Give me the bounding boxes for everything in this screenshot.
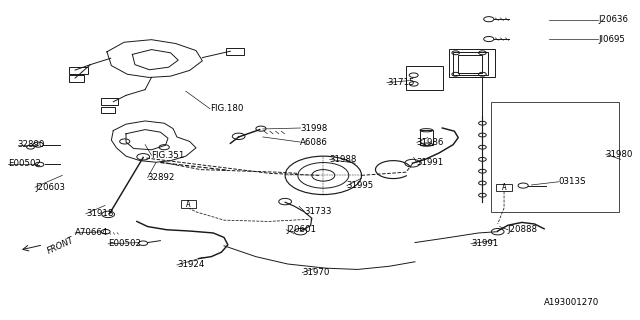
Text: E00502: E00502 xyxy=(108,239,141,248)
Text: J20603: J20603 xyxy=(35,183,65,192)
Text: J20888: J20888 xyxy=(508,225,538,234)
Bar xyxy=(420,130,433,145)
Bar xyxy=(453,52,488,75)
Text: 32890: 32890 xyxy=(18,140,45,149)
Bar xyxy=(68,75,84,82)
Text: FRONT: FRONT xyxy=(46,236,76,256)
Text: A: A xyxy=(186,200,191,209)
Bar xyxy=(449,49,495,77)
Text: 0313S: 0313S xyxy=(559,177,586,186)
Text: 31924: 31924 xyxy=(177,260,204,269)
Text: 32892: 32892 xyxy=(148,173,175,182)
Text: 31733: 31733 xyxy=(304,207,332,216)
Text: A6086: A6086 xyxy=(300,138,328,147)
Text: J20636: J20636 xyxy=(598,15,628,24)
Text: 31988: 31988 xyxy=(330,155,357,164)
Text: 31991: 31991 xyxy=(417,158,444,167)
Text: 31998: 31998 xyxy=(300,124,328,132)
Bar xyxy=(68,67,88,74)
Text: A193001270: A193001270 xyxy=(544,298,600,307)
Text: FIG.180: FIG.180 xyxy=(210,104,243,113)
Bar xyxy=(406,66,443,90)
Text: 31970: 31970 xyxy=(302,268,330,277)
Text: J20601: J20601 xyxy=(286,225,316,234)
Text: A: A xyxy=(502,183,506,192)
Bar xyxy=(226,48,244,55)
Text: FIG.351: FIG.351 xyxy=(152,151,185,160)
Text: 31715: 31715 xyxy=(387,78,415,87)
Bar xyxy=(458,55,483,73)
Bar xyxy=(497,184,512,191)
Bar xyxy=(180,200,196,208)
Text: 31918: 31918 xyxy=(86,209,113,218)
Text: 31995: 31995 xyxy=(347,181,374,190)
Text: 31986: 31986 xyxy=(417,138,444,147)
Bar xyxy=(492,102,619,212)
Bar xyxy=(100,107,115,113)
Text: 31991: 31991 xyxy=(471,239,498,248)
Text: 31980: 31980 xyxy=(606,150,633,159)
Text: A70664: A70664 xyxy=(75,228,108,237)
Text: E00502: E00502 xyxy=(8,159,40,168)
Bar xyxy=(100,98,118,105)
Text: JI0695: JI0695 xyxy=(598,35,625,44)
